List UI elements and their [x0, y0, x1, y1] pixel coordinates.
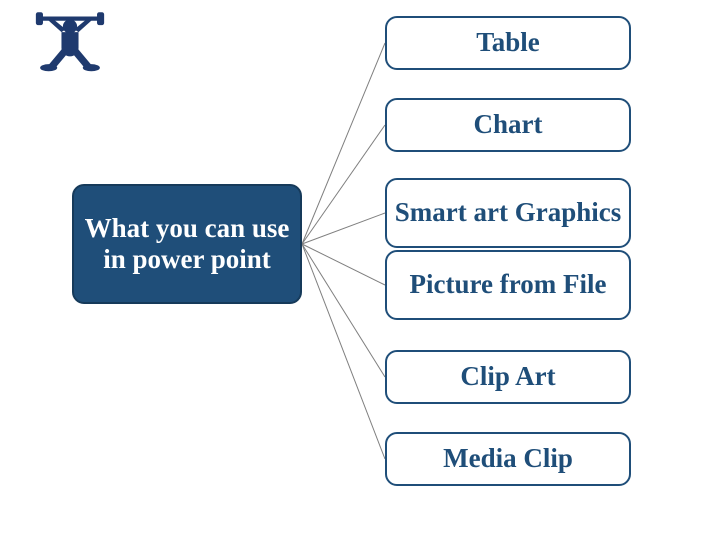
child-node-label: Media Clip: [443, 443, 573, 474]
diagram-stage: What you can use in power point Table Ch…: [0, 0, 720, 540]
child-node-clip-art: Clip Art: [385, 350, 631, 404]
child-node-label: Clip Art: [460, 361, 555, 392]
child-node-media-clip: Media Clip: [385, 432, 631, 486]
child-node-smart-art: Smart art Graphics: [385, 178, 631, 248]
root-node-label: What you can use in power point: [80, 213, 294, 275]
root-node: What you can use in power point: [72, 184, 302, 304]
child-node-label: Picture from File: [410, 269, 607, 300]
child-node-table: Table: [385, 16, 631, 70]
person-weightlifting-icon: [34, 8, 106, 72]
child-node-picture-from-file: Picture from File: [385, 250, 631, 320]
child-node-chart: Chart: [385, 98, 631, 152]
child-node-label: Smart art Graphics: [395, 197, 621, 228]
child-node-label: Chart: [474, 109, 543, 140]
child-node-label: Table: [476, 27, 540, 58]
